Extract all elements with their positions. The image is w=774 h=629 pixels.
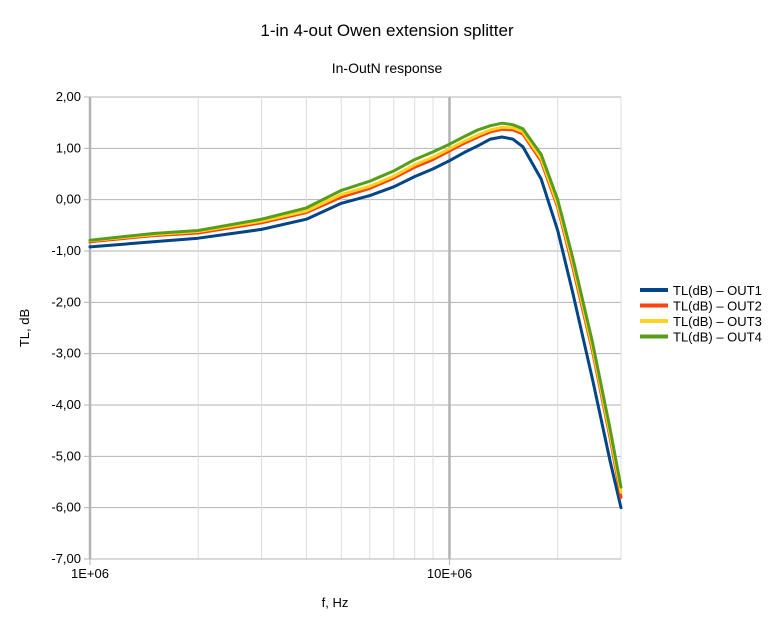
y-tick-label: 1,00	[56, 140, 81, 155]
y-tick-label: -2,00	[51, 294, 81, 309]
plot-series	[88, 121, 623, 510]
chart-subtitle: In-OutN response	[332, 60, 443, 76]
series-line-out4	[88, 121, 623, 489]
y-axis-ticks: 2,00 1,00 0,00 -1,00 -2,00 -3,00 -4,00 -5,00 -6,…	[51, 89, 90, 566]
y-tick-label: 0,00	[56, 192, 81, 207]
x-tick-label: 1E+06	[71, 566, 109, 581]
y-tick-label: -6,00	[51, 500, 81, 515]
x-axis-label: f, Hz	[322, 595, 349, 610]
legend-entry: TL(dB) – OUT2	[673, 299, 762, 314]
y-tick-label: -1,00	[51, 243, 81, 258]
legend-entry: TL(dB) – OUT4	[673, 330, 762, 345]
y-tick-label: -5,00	[51, 448, 81, 463]
y-tick-label: 2,00	[56, 89, 81, 104]
y-tick-label: -4,00	[51, 397, 81, 412]
legend-entry: TL(dB) – OUT1	[673, 283, 762, 298]
y-tick-label: -7,00	[51, 551, 81, 566]
grid	[88, 96, 622, 560]
x-tick-label: 10E+06	[427, 566, 472, 581]
y-axis-label: TL, dB	[17, 309, 32, 347]
series-line-out1	[88, 135, 623, 510]
chart-title: 1-in 4-out Owen extension splitter	[260, 21, 514, 40]
y-tick-label: -3,00	[51, 346, 81, 361]
x-axis-ticks: 1E+06 10E+06	[71, 559, 472, 581]
legend-entry: TL(dB) – OUT3	[673, 314, 762, 329]
